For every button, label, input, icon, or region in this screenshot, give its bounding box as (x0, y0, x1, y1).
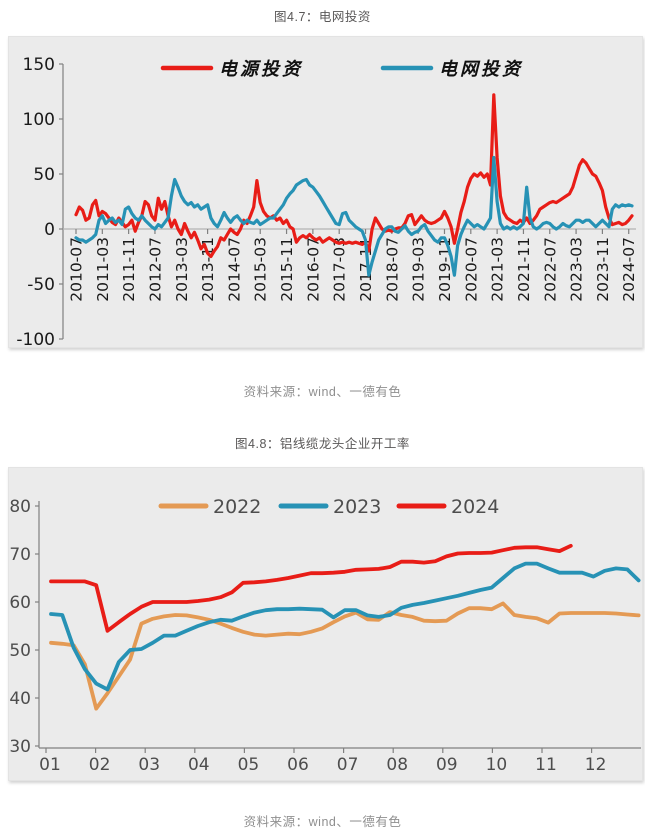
x-axis-label: 08 (386, 755, 408, 775)
x-axis-label: 06 (287, 755, 309, 775)
x-axis-label: 11 (535, 755, 557, 775)
x-axis-label: 05 (238, 755, 260, 775)
series-line-2024 (49, 543, 573, 633)
operating-rate-chart-canvas: 80 70 60 50 40 30 01 02 03 04 05 06 07 08 09 10 11 12 2022… (9, 496, 641, 775)
y-axis-label: 40 (9, 689, 31, 709)
y-axis-label: -100 (16, 330, 55, 349)
x-axis-label: 2018-07 (383, 237, 401, 302)
x-axis-label: 2023-03 (568, 237, 586, 302)
power-investment-chart-canvas: 150 100 50 0 -50 -100 2010-07 2011-03 2011-11 201… (16, 55, 638, 349)
y-axis-label: 100 (23, 110, 55, 130)
figure1-source: 资料来源：wind、一德有色 (243, 385, 402, 399)
x-axis-label: 2017-11 (357, 237, 375, 302)
y-axis-label: 70 (9, 545, 31, 565)
x-axis-label: 01 (39, 755, 61, 775)
x-axis-label: 2024-07 (620, 237, 638, 302)
figure2-chart-panel: 80 70 60 50 40 30 01 02 03 04 05 06 07 08 09 10 11 12 2022… (8, 467, 643, 781)
x-axis-label: 2017-03 (331, 237, 349, 302)
x-axis-label: 2021-11 (515, 237, 533, 302)
series-line-2022 (49, 601, 641, 711)
y-axis-label: 80 (9, 497, 31, 517)
legend-label-2023: 2023 (333, 496, 381, 518)
legend-label-电源投资: 电源投资 (219, 59, 303, 79)
x-axis-label: 2019-03 (410, 237, 428, 302)
figure1-chart-panel: 150 100 50 0 -50 -100 2010-07 2011-03 2011-11 201… (8, 36, 643, 349)
x-axis-label: 2022-07 (541, 237, 559, 302)
figure2-title: 图4.8：铝线缆龙头企业开工率 (235, 437, 410, 451)
y-axis-label: 30 (9, 737, 31, 757)
x-axis-label: 2015-03 (252, 237, 270, 302)
x-axis-label: 07 (337, 755, 359, 775)
x-axis-label: 2023-11 (594, 237, 612, 302)
x-axis-label: 2013-03 (173, 237, 191, 302)
x-axis-label: 2021-03 (489, 237, 507, 302)
x-axis-label: 02 (89, 755, 111, 775)
x-axis-label: 2011-03 (94, 237, 112, 302)
x-axis-label: 04 (188, 755, 210, 775)
y-axis-label: 50 (9, 641, 31, 661)
x-axis-label: 2014-07 (225, 237, 243, 302)
y-axis-label: 150 (23, 55, 55, 75)
series-line-power-source-investment (74, 93, 634, 259)
x-axis-label: 03 (138, 755, 160, 775)
figure2-source: 资料来源：wind、一德有色 (243, 815, 402, 829)
y-axis-label: 60 (9, 593, 31, 613)
y-axis-label: -50 (27, 275, 55, 295)
series-line-power-grid-investment (74, 155, 634, 277)
legend-label-2024: 2024 (451, 496, 499, 518)
x-axis-label: 2016-07 (304, 237, 322, 302)
x-axis-label: 2012-07 (146, 237, 164, 302)
x-axis-label: 2015-11 (278, 237, 296, 302)
series-line-2023 (49, 561, 641, 692)
x-axis-label: 10 (486, 755, 508, 775)
legend-label-2022: 2022 (213, 496, 261, 518)
legend-label-电网投资: 电网投资 (439, 59, 523, 79)
y-axis-label: 50 (33, 165, 55, 185)
x-axis-label: 2020-07 (462, 237, 480, 302)
x-axis-label: 2019-11 (436, 237, 454, 302)
x-axis-label: 12 (585, 755, 607, 775)
figure1-title: 图4.7：电网投资 (274, 10, 371, 24)
x-axis-label: 2010-07 (68, 237, 86, 302)
x-axis-label: 09 (436, 755, 458, 775)
y-axis-label: 0 (44, 220, 55, 240)
x-axis-label: 2011-11 (120, 237, 138, 302)
